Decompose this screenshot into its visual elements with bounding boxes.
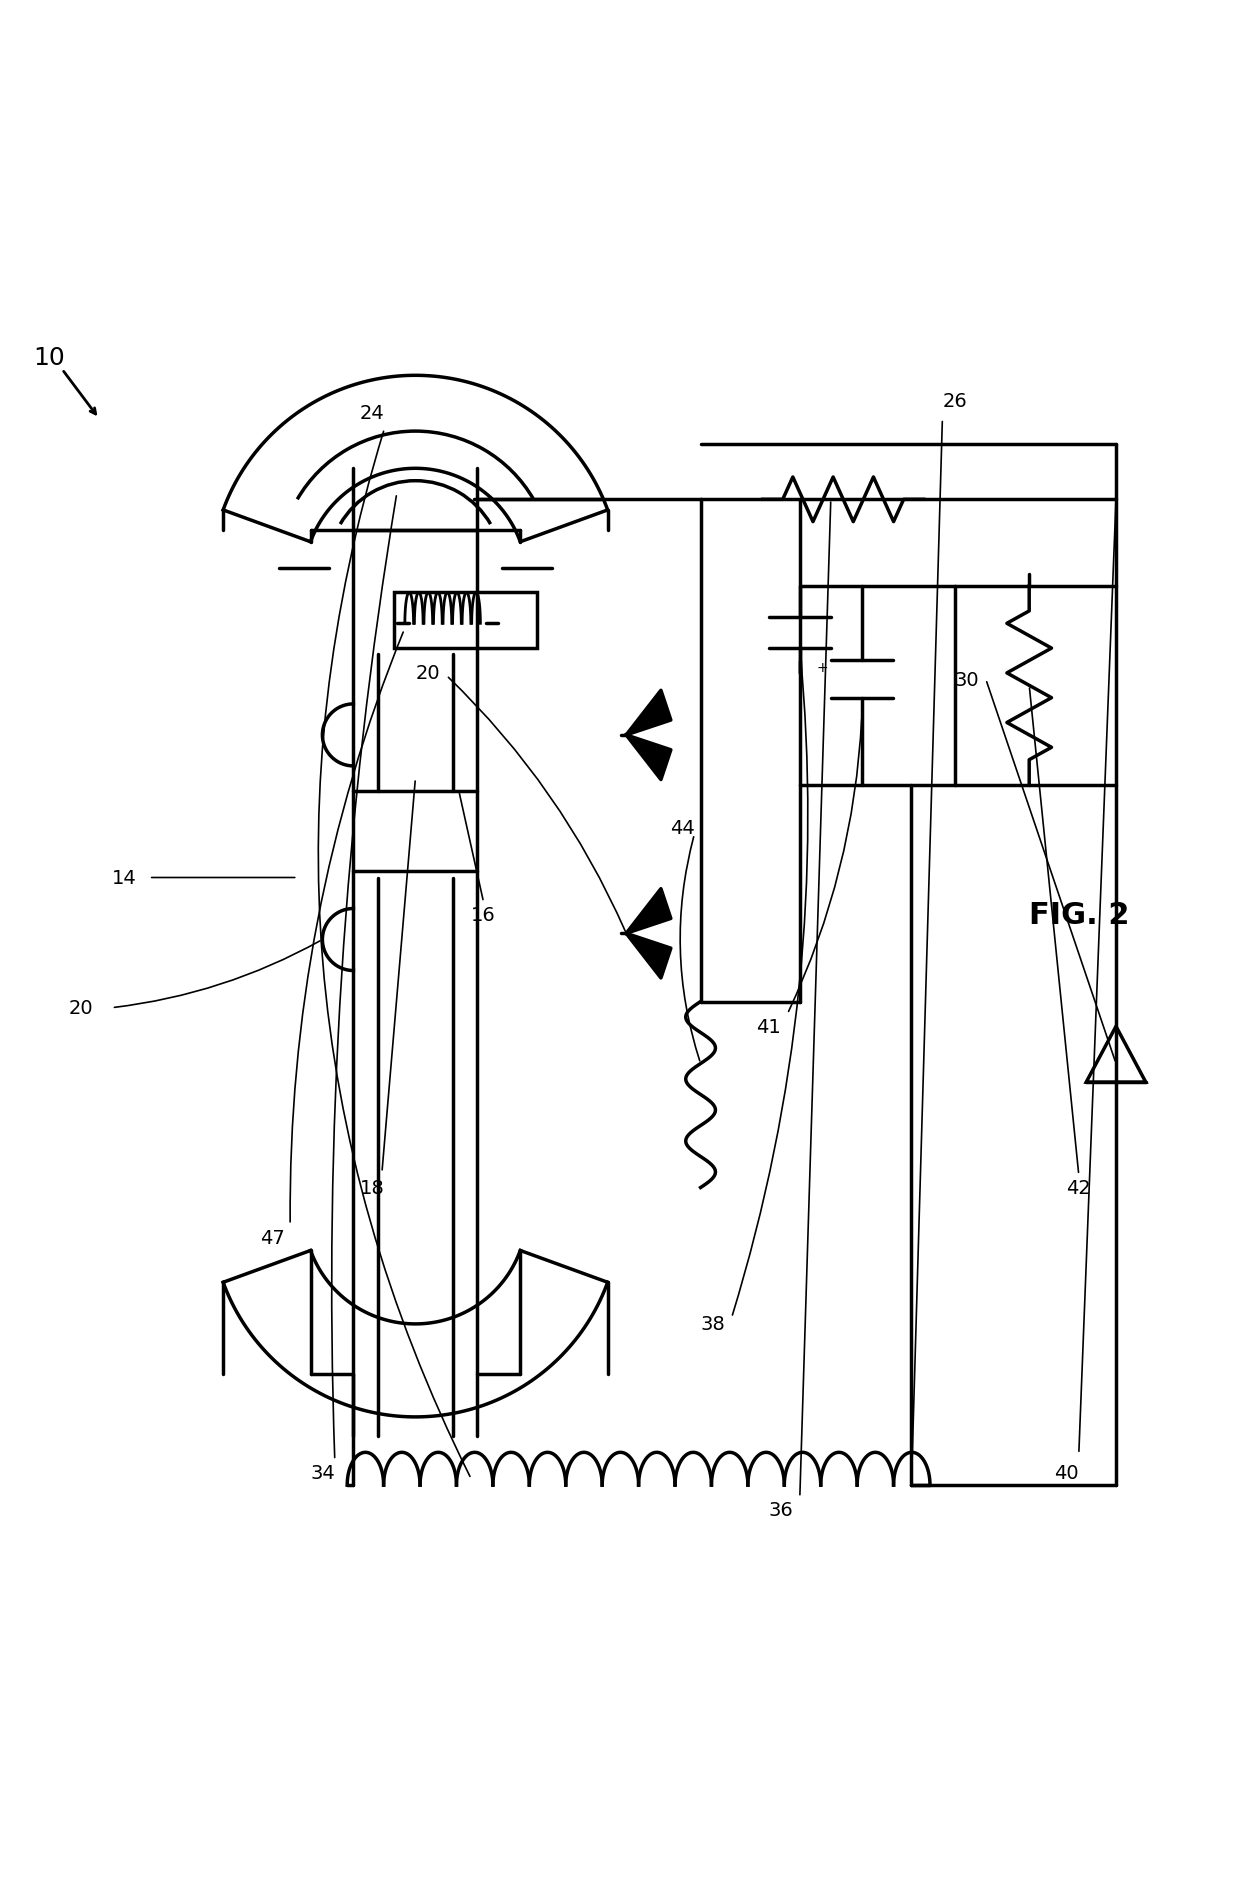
Text: 42: 42: [1066, 1179, 1091, 1198]
Text: 34: 34: [310, 1463, 335, 1483]
Text: 20: 20: [68, 998, 93, 1017]
Text: 47: 47: [260, 1228, 285, 1246]
Text: 41: 41: [756, 1017, 781, 1036]
Text: 30: 30: [955, 671, 980, 690]
Text: 44: 44: [670, 820, 694, 838]
Text: 26: 26: [942, 391, 967, 410]
Text: 36: 36: [769, 1500, 794, 1519]
Text: 40: 40: [1054, 1463, 1079, 1483]
Text: 14: 14: [112, 869, 136, 887]
Polygon shape: [626, 889, 671, 934]
Text: 20: 20: [415, 664, 440, 682]
Text: 38: 38: [701, 1314, 725, 1333]
Text: +: +: [816, 660, 828, 675]
Polygon shape: [626, 690, 671, 735]
Text: 10: 10: [33, 346, 66, 370]
Polygon shape: [1086, 1026, 1146, 1083]
Text: 24: 24: [360, 404, 384, 423]
Text: FIG. 2: FIG. 2: [1028, 901, 1130, 931]
Polygon shape: [626, 934, 671, 978]
Bar: [394, 592, 537, 649]
Polygon shape: [626, 735, 671, 780]
Text: 18: 18: [360, 1179, 384, 1198]
Text: 16: 16: [471, 906, 496, 925]
